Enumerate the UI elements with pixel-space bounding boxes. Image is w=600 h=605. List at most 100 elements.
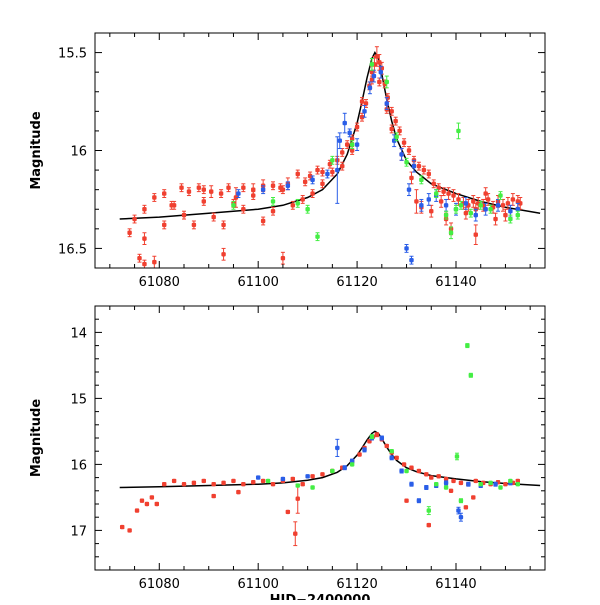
- data-point-red: [431, 179, 436, 189]
- data-point-blue: [473, 208, 478, 222]
- x-tick-label: 61140: [435, 275, 476, 290]
- point-marker: [384, 101, 389, 106]
- point-marker: [478, 203, 483, 208]
- point-marker: [438, 199, 444, 204]
- point-marker: [211, 214, 216, 220]
- point-marker: [241, 207, 246, 212]
- data-point-blue: [337, 132, 342, 150]
- data-point-red: [186, 187, 192, 197]
- data-point-blue: [342, 112, 347, 134]
- data-point-blue: [483, 202, 488, 216]
- point-marker: [463, 505, 469, 510]
- point-marker: [260, 478, 266, 484]
- data-point-red: [142, 259, 147, 268]
- data-point-red: [438, 195, 444, 208]
- point-marker: [162, 191, 167, 196]
- data-point-red: [201, 478, 206, 484]
- point-marker: [394, 455, 399, 460]
- data-point-green: [468, 208, 474, 218]
- data-point-red: [270, 482, 276, 487]
- point-marker: [315, 234, 320, 239]
- data-point-red: [320, 179, 325, 189]
- point-marker: [443, 476, 449, 482]
- point-marker: [389, 449, 394, 454]
- point-marker: [132, 216, 137, 222]
- point-marker: [503, 482, 508, 487]
- data-point-green: [508, 214, 513, 224]
- data-point-green: [468, 372, 474, 378]
- data-point-red: [285, 509, 291, 515]
- point-marker: [466, 482, 471, 487]
- point-marker: [337, 138, 342, 143]
- point-marker: [401, 140, 407, 145]
- point-marker: [280, 256, 286, 261]
- data-point-red: [359, 97, 365, 106]
- point-marker: [330, 468, 335, 474]
- data-point-blue: [260, 185, 266, 195]
- point-marker: [508, 209, 513, 214]
- point-marker: [285, 183, 291, 188]
- plot-area-top: [119, 46, 541, 268]
- data-point-red: [152, 255, 157, 268]
- point-marker: [378, 69, 384, 75]
- point-marker: [162, 222, 167, 228]
- point-marker: [468, 210, 474, 216]
- point-marker: [302, 179, 308, 185]
- y-tick-label: 15.5: [58, 47, 87, 62]
- point-marker: [362, 447, 367, 453]
- data-point-red: [171, 200, 177, 210]
- data-point-green: [488, 480, 493, 486]
- data-point-red: [500, 198, 506, 212]
- point-marker: [144, 501, 150, 507]
- data-point-red: [300, 482, 305, 487]
- data-point-red: [251, 480, 256, 485]
- point-marker: [295, 496, 300, 501]
- point-marker: [349, 136, 355, 141]
- point-marker: [369, 434, 375, 439]
- data-point-red: [290, 476, 296, 482]
- point-marker: [458, 515, 464, 520]
- point-marker: [344, 142, 350, 147]
- point-marker: [471, 495, 476, 500]
- data-point-red: [295, 483, 300, 514]
- data-point-red: [211, 493, 216, 499]
- point-marker: [236, 191, 241, 196]
- point-marker: [221, 252, 226, 257]
- data-point-blue: [379, 435, 385, 441]
- point-marker: [186, 189, 192, 194]
- point-marker: [374, 54, 380, 59]
- point-marker: [349, 142, 355, 147]
- data-point-blue: [310, 175, 315, 185]
- point-marker: [310, 474, 315, 479]
- point-marker: [369, 69, 375, 75]
- point-marker: [473, 232, 478, 237]
- point-marker: [416, 468, 422, 474]
- y-axis-title: Magnitude: [29, 399, 44, 478]
- data-point-red: [152, 193, 157, 202]
- point-marker: [421, 167, 427, 173]
- point-marker: [211, 482, 216, 487]
- point-marker: [404, 468, 409, 474]
- data-point-blue: [280, 476, 286, 482]
- point-marker: [152, 195, 157, 200]
- data-point-red: [473, 478, 478, 484]
- data-point-green: [443, 485, 449, 490]
- data-point-red: [393, 116, 398, 126]
- point-marker: [389, 455, 394, 460]
- point-marker: [342, 120, 347, 126]
- data-point-blue: [495, 198, 501, 212]
- data-point-blue: [384, 97, 389, 110]
- point-marker: [270, 199, 276, 204]
- point-marker: [233, 195, 239, 200]
- data-point-green: [265, 478, 271, 484]
- data-point-red: [310, 189, 315, 198]
- data-point-red: [149, 495, 155, 500]
- data-point-green: [419, 175, 424, 185]
- data-point-red: [320, 167, 325, 177]
- y-tick-label: 16.5: [58, 242, 87, 257]
- data-point-red: [327, 159, 333, 169]
- point-marker: [231, 478, 236, 484]
- point-marker: [149, 495, 155, 500]
- data-point-red: [451, 189, 456, 202]
